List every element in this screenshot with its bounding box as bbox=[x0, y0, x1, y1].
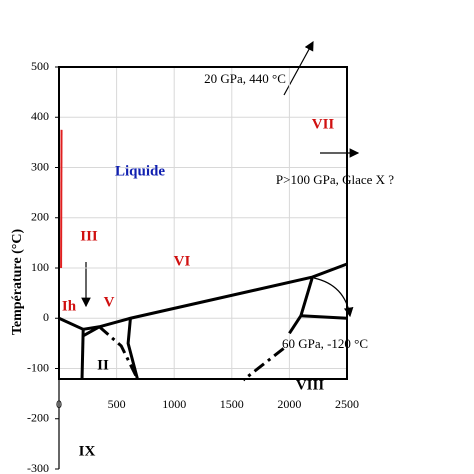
annotation: V bbox=[104, 294, 115, 310]
arrow bbox=[283, 40, 314, 96]
plot-frame bbox=[58, 66, 348, 380]
y-tick-label: 0 bbox=[43, 310, 49, 324]
annotation: P>100 GPa, Glace X ? bbox=[276, 172, 394, 187]
annotation: III bbox=[80, 228, 98, 244]
annotation: VIII bbox=[296, 377, 325, 393]
y-tick-label: 200 bbox=[31, 210, 49, 224]
y-tick-label: 300 bbox=[31, 159, 49, 173]
arrow bbox=[313, 277, 354, 318]
annotation: II bbox=[97, 357, 109, 373]
phase-boundary bbox=[299, 276, 314, 317]
annotation: VII bbox=[312, 116, 335, 132]
phase-boundary bbox=[82, 325, 101, 338]
x-tick-label: 2500 bbox=[335, 397, 359, 411]
x-tick-label: 500 bbox=[108, 397, 126, 411]
y-tick-label: -100 bbox=[27, 360, 49, 374]
phase-boundary bbox=[80, 329, 85, 379]
y-tick-label: -300 bbox=[27, 461, 49, 474]
annotation: VI bbox=[174, 253, 191, 269]
phase-boundary bbox=[242, 347, 285, 382]
annotation: Liquide bbox=[115, 163, 165, 179]
y-tick-label: 400 bbox=[31, 109, 49, 123]
y-tick-label: -200 bbox=[27, 411, 49, 425]
x-tick-label: 2000 bbox=[277, 397, 301, 411]
annotation: 20 GPa, 440 °C bbox=[204, 71, 286, 86]
y-tick-label: 100 bbox=[31, 260, 49, 274]
phase-boundary bbox=[126, 318, 139, 379]
phase-boundary bbox=[98, 325, 139, 380]
y-axis-label: Température (°C) bbox=[10, 229, 25, 336]
y-tick-label: 500 bbox=[31, 59, 49, 73]
annotation: Ih bbox=[62, 298, 77, 314]
phase-boundary bbox=[300, 314, 348, 320]
x-tick-label: 1000 bbox=[162, 397, 186, 411]
phase-boundary bbox=[288, 314, 303, 335]
annotation: IX bbox=[79, 443, 96, 459]
phase-boundary bbox=[58, 316, 84, 331]
annotation: 60 GPa, -120 °C bbox=[282, 336, 368, 351]
x-tick-label: 1500 bbox=[220, 397, 244, 411]
